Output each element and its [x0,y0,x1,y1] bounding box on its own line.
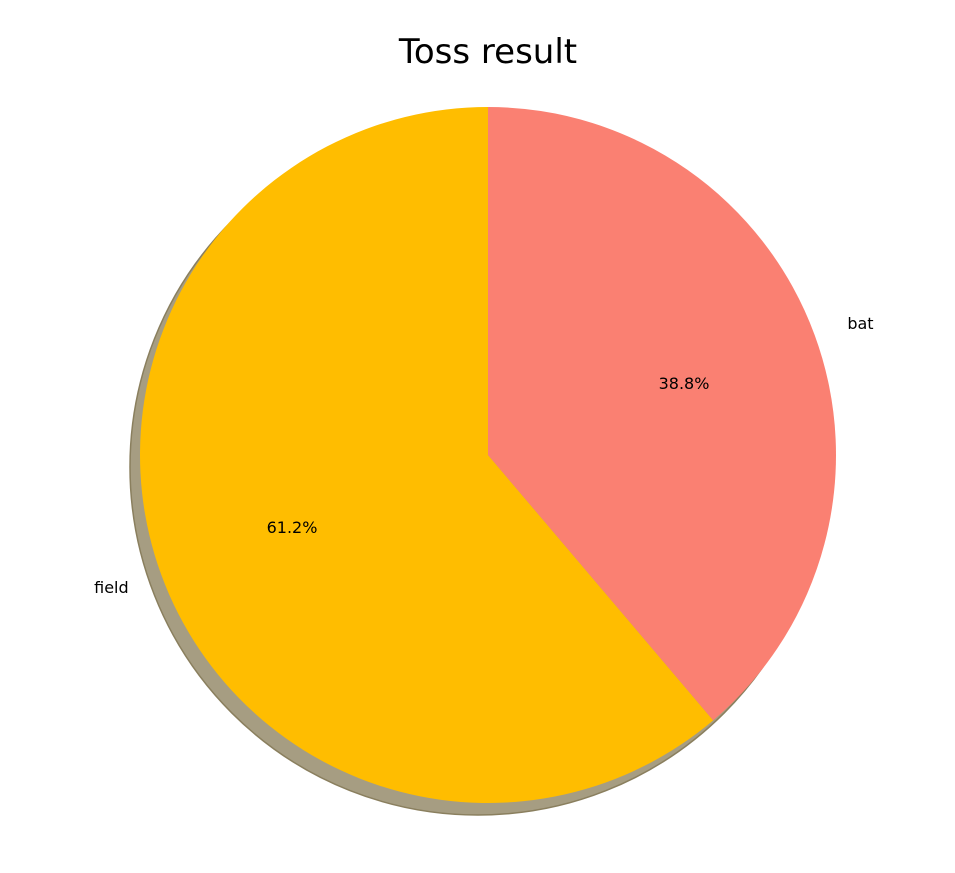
pie-percent-label-field: 61.2% [267,518,318,537]
pie-slice-bat [488,107,837,721]
pie-category-label-field: field [94,578,129,597]
pie-labels: 61.2% field 38.8% bat [94,314,873,597]
pie-percent-label-bat: 38.8% [659,374,710,393]
pie-slice-field [140,107,714,804]
pie-slices [140,107,837,804]
pie-category-label-bat: bat [847,314,873,333]
chart-title: Toss result [398,32,577,72]
